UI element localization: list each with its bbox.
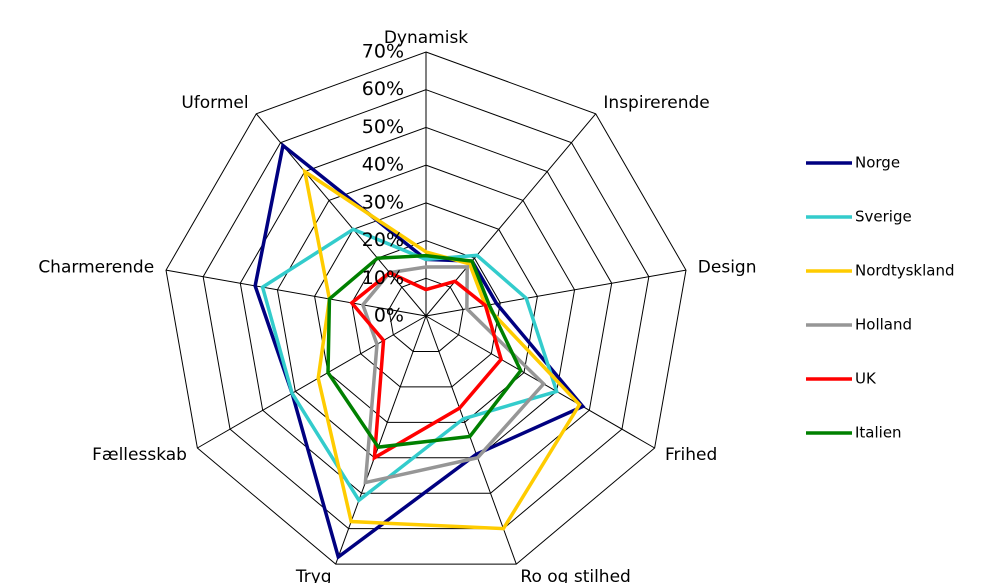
tick-label: 40% — [362, 154, 404, 176]
legend-label: UK — [855, 370, 877, 388]
tick-label: 0% — [374, 305, 404, 327]
grid-ring — [388, 277, 464, 352]
category-label: Dynamisk — [384, 28, 468, 48]
category-label: Fællesskab — [92, 445, 187, 465]
tick-label: 30% — [362, 191, 404, 213]
category-label: Design — [698, 258, 757, 278]
tick-label: 70% — [362, 41, 404, 63]
tick-label: 60% — [362, 78, 404, 100]
legend-label: Nordtyskland — [855, 262, 954, 280]
grid-ring — [202, 89, 650, 530]
spoke — [197, 315, 427, 449]
series-line — [349, 270, 504, 461]
legend-label: Italien — [855, 424, 902, 442]
category-label: Charmerende — [38, 258, 154, 278]
spoke — [425, 315, 517, 565]
series-line — [253, 142, 586, 560]
series-line — [302, 167, 582, 531]
category-label: Tryg — [295, 567, 332, 583]
series-line — [326, 253, 523, 449]
category-label: Ro og stilhed — [520, 567, 630, 583]
spoke — [425, 269, 687, 317]
category-label: Inspirerende — [603, 93, 709, 113]
series-line — [260, 227, 559, 503]
category-label: Uformel — [181, 93, 248, 113]
tick-label: 10% — [362, 267, 404, 289]
grid-ring — [351, 240, 501, 388]
spoke — [165, 269, 427, 317]
legend-label: Norge — [855, 154, 900, 172]
legend-label: Sverige — [855, 208, 912, 226]
tick-label: 50% — [362, 116, 404, 138]
category-label: Frihed — [665, 445, 717, 465]
series-line — [360, 265, 547, 485]
tick-label: 20% — [362, 229, 404, 251]
legend-label: Holland — [855, 316, 912, 334]
grid-ring — [314, 202, 538, 423]
grid-ring — [276, 164, 576, 459]
grid-ring — [165, 51, 687, 565]
